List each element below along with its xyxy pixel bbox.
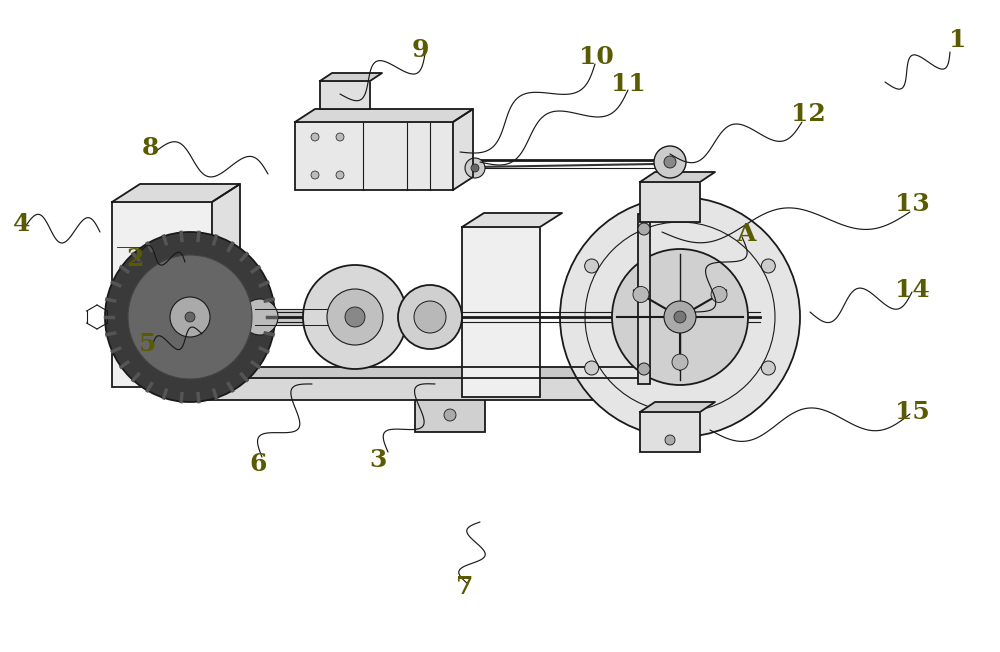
Polygon shape xyxy=(255,309,340,325)
Circle shape xyxy=(638,223,650,235)
Polygon shape xyxy=(320,73,382,81)
Bar xyxy=(415,397,485,432)
Bar xyxy=(320,81,370,109)
Bar xyxy=(462,227,540,397)
Bar xyxy=(295,122,453,190)
Bar xyxy=(112,202,212,387)
Polygon shape xyxy=(640,402,715,412)
Bar xyxy=(640,412,700,452)
Circle shape xyxy=(185,312,195,322)
Polygon shape xyxy=(112,184,240,202)
Text: 13: 13 xyxy=(895,192,929,216)
Circle shape xyxy=(303,265,407,369)
Circle shape xyxy=(664,156,676,168)
Text: 2: 2 xyxy=(126,247,144,271)
Circle shape xyxy=(336,171,344,179)
Circle shape xyxy=(665,435,675,445)
Bar xyxy=(640,182,700,222)
Text: 10: 10 xyxy=(579,45,613,69)
Circle shape xyxy=(761,361,775,375)
Circle shape xyxy=(327,289,383,345)
Circle shape xyxy=(664,301,696,333)
Polygon shape xyxy=(200,367,698,378)
Text: 5: 5 xyxy=(139,332,157,356)
Text: 15: 15 xyxy=(895,400,929,424)
Circle shape xyxy=(465,158,485,178)
Text: 8: 8 xyxy=(141,136,159,160)
Circle shape xyxy=(761,259,775,273)
Text: 12: 12 xyxy=(791,102,825,126)
Circle shape xyxy=(345,307,365,327)
Text: 3: 3 xyxy=(369,448,387,472)
Circle shape xyxy=(633,286,649,303)
Text: 11: 11 xyxy=(611,72,645,96)
Bar xyxy=(200,378,680,400)
Circle shape xyxy=(242,299,278,335)
Circle shape xyxy=(654,146,686,178)
Circle shape xyxy=(672,354,688,370)
Circle shape xyxy=(560,197,800,437)
Circle shape xyxy=(585,361,599,375)
Text: 1: 1 xyxy=(949,28,967,52)
Circle shape xyxy=(414,301,446,333)
Circle shape xyxy=(170,297,210,337)
Polygon shape xyxy=(640,172,715,182)
Circle shape xyxy=(336,133,344,141)
Circle shape xyxy=(673,208,687,222)
Circle shape xyxy=(638,363,650,375)
Text: 14: 14 xyxy=(895,278,929,302)
Polygon shape xyxy=(212,184,240,387)
Polygon shape xyxy=(462,213,562,227)
Polygon shape xyxy=(295,109,473,122)
Text: 4: 4 xyxy=(13,212,31,236)
Circle shape xyxy=(398,285,462,349)
Circle shape xyxy=(711,286,727,303)
Circle shape xyxy=(612,249,748,385)
Text: 6: 6 xyxy=(249,452,267,476)
Circle shape xyxy=(444,409,456,421)
Bar xyxy=(638,214,650,384)
Circle shape xyxy=(311,171,319,179)
Circle shape xyxy=(311,133,319,141)
Circle shape xyxy=(585,259,599,273)
Text: 9: 9 xyxy=(411,38,429,62)
Circle shape xyxy=(674,311,686,323)
Circle shape xyxy=(471,164,479,172)
Text: 7: 7 xyxy=(456,575,474,599)
Text: A: A xyxy=(736,222,756,246)
Circle shape xyxy=(673,412,687,426)
Circle shape xyxy=(128,255,252,379)
Circle shape xyxy=(105,232,275,402)
Polygon shape xyxy=(453,109,473,190)
